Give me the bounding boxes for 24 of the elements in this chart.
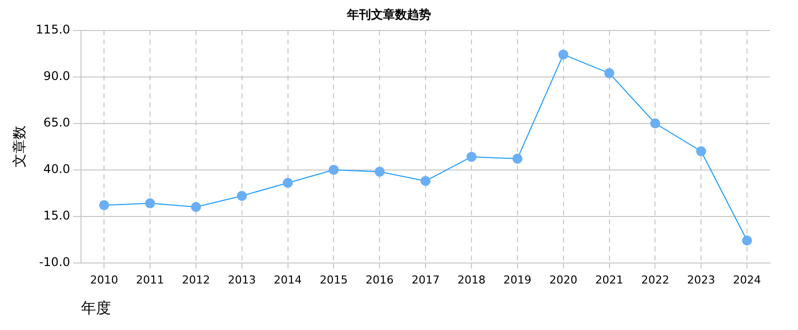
y-tick-label: 115.0 [36, 22, 70, 37]
x-tick-label: 2011 [136, 273, 164, 286]
x-tick-label: 2021 [595, 273, 624, 286]
x-tick-label: 2018 [458, 273, 486, 286]
x-tick-label: 2020 [549, 273, 578, 286]
y-tick-label: 15.0 [43, 208, 70, 222]
x-tick-label: 2013 [228, 273, 256, 286]
x-tick-label: 2012 [182, 273, 210, 286]
x-tick-label: 2010 [90, 273, 118, 286]
x-tick-label: 2015 [320, 273, 348, 286]
chart-title: 年刊文章数趋势 [346, 7, 431, 22]
x-axis-title: 年度 [81, 298, 112, 317]
x-tick-label: 2016 [366, 273, 394, 286]
x-tick-label: 2022 [641, 273, 670, 286]
y-axis-title: 文章数 [12, 126, 28, 168]
x-tick-label: 2023 [687, 273, 716, 286]
x-tick-label: 2024 [733, 273, 762, 286]
y-tick-label: 65.0 [43, 115, 70, 130]
x-tick-label: 2014 [274, 273, 302, 286]
y-tick-label: 90.0 [43, 69, 70, 84]
y-tick-label: -10.0 [39, 254, 70, 269]
y-tick-label: 40.0 [43, 162, 70, 176]
x-tick-label: 2019 [503, 273, 532, 286]
x-tick-label: 2017 [412, 273, 440, 286]
